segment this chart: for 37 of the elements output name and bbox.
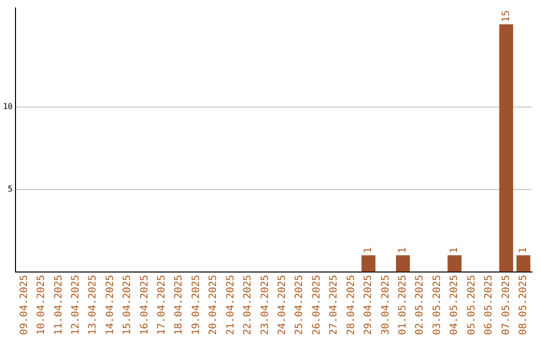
x-tick-label: 03.05.2025 <box>432 274 443 336</box>
data-label: 15 <box>500 10 512 22</box>
x-tick-label: 18.04.2025 <box>174 274 185 336</box>
x-tick-label: 16.04.2025 <box>139 274 150 336</box>
x-tick-label: 20.04.2025 <box>208 274 220 336</box>
data-label: 1 <box>398 247 408 254</box>
x-tick-label: 06.05.2025 <box>484 274 495 336</box>
x-tick-label: 08.05.2025 <box>518 274 529 336</box>
x-tick-label: 22.04.2025 <box>242 274 254 336</box>
x-tick-label: 05.05.2025 <box>466 274 478 336</box>
x-tick-label: 01.05.2025 <box>398 274 408 336</box>
x-tick-label: 07.05.2025 <box>500 274 512 336</box>
x-tick-label: 14.04.2025 <box>104 274 116 336</box>
x-tick-label: 17.04.2025 <box>156 274 168 336</box>
x-tick-label: 28.04.2025 <box>346 274 357 336</box>
data-label: 1 <box>363 247 374 254</box>
x-tick-label: 11.04.2025 <box>53 274 64 336</box>
x-tick-label: 13.04.2025 <box>88 274 99 336</box>
x-tick-label: 26.04.2025 <box>311 274 322 336</box>
x-tick-label: 24.04.2025 <box>277 274 288 336</box>
x-tick-label: 19.04.2025 <box>190 274 202 336</box>
data-label: 1 <box>518 247 529 254</box>
x-tick-label: 04.05.2025 <box>449 274 460 336</box>
x-tick-label: 12.04.2025 <box>70 274 82 336</box>
x-tick-label: 30.04.2025 <box>380 274 392 336</box>
x-tick-label: 21.04.2025 <box>225 274 236 336</box>
x-tick-label: 25.04.2025 <box>294 274 306 336</box>
x-tick-label: 10.04.2025 <box>36 274 48 336</box>
x-tick-label: 09.04.2025 <box>18 274 30 336</box>
y-tick-label: 10 <box>2 102 13 111</box>
x-tick-label: 27.04.2025 <box>328 274 340 336</box>
x-tick-label: 02.05.2025 <box>414 274 426 336</box>
y-tick-label: 5 <box>8 184 13 194</box>
x-tick-label: 29.04.2025 <box>363 274 374 336</box>
x-tick-label: 23.04.2025 <box>260 274 271 336</box>
x-tick-label: 15.04.2025 <box>122 274 134 336</box>
data-label: 1 <box>449 247 460 254</box>
